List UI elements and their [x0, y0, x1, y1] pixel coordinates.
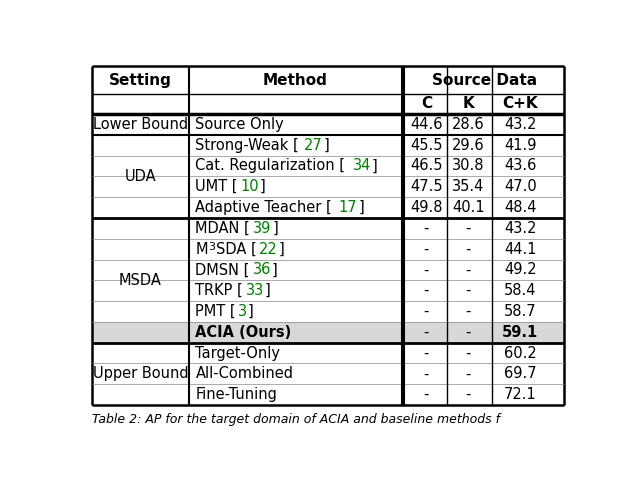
Text: M: M [195, 242, 208, 257]
Text: 43.2: 43.2 [504, 221, 536, 236]
Text: -: - [465, 263, 471, 277]
Text: 58.7: 58.7 [504, 304, 536, 319]
Text: 17: 17 [339, 200, 358, 215]
Text: Adaptive Teacher [: Adaptive Teacher [ [195, 200, 332, 215]
Text: 48.4: 48.4 [504, 200, 536, 215]
Text: -: - [424, 304, 429, 319]
Text: 36: 36 [253, 263, 271, 277]
Text: Table 2: AP for the target domain of ACIA and baseline methods f: Table 2: AP for the target domain of ACI… [92, 413, 500, 426]
Text: 3: 3 [238, 304, 247, 319]
Text: 44.6: 44.6 [410, 117, 443, 132]
Text: -: - [465, 221, 471, 236]
Text: -: - [465, 325, 471, 340]
Text: Lower Bound: Lower Bound [93, 117, 188, 132]
Text: ]: ] [260, 179, 266, 194]
Text: Setting: Setting [109, 73, 172, 88]
Text: 43.6: 43.6 [504, 159, 536, 173]
Text: -: - [424, 387, 429, 402]
Text: -: - [465, 242, 471, 257]
Text: C+K: C+K [502, 97, 538, 111]
Text: MSDA: MSDA [119, 273, 162, 288]
Text: 72.1: 72.1 [504, 387, 536, 402]
Text: All-Combined: All-Combined [195, 366, 294, 382]
Text: K: K [463, 97, 474, 111]
Text: 49.2: 49.2 [504, 263, 536, 277]
Text: ]: ] [278, 242, 284, 257]
Text: Upper Bound: Upper Bound [93, 366, 188, 382]
Text: C: C [421, 97, 432, 111]
Text: TRKP [: TRKP [ [195, 283, 243, 298]
Text: 35.4: 35.4 [452, 179, 484, 194]
Text: -: - [424, 325, 429, 340]
Text: Fine-Tuning: Fine-Tuning [195, 387, 277, 402]
Text: -: - [424, 221, 429, 236]
Text: 69.7: 69.7 [504, 366, 536, 382]
Text: Strong-Weak [: Strong-Weak [ [195, 138, 300, 153]
Text: 44.1: 44.1 [504, 242, 536, 257]
Text: 41.9: 41.9 [504, 138, 536, 153]
Text: 28.6: 28.6 [452, 117, 484, 132]
Text: UDA: UDA [125, 169, 156, 184]
Text: Target-Only: Target-Only [195, 346, 280, 361]
Text: SDA [: SDA [ [216, 242, 257, 257]
Text: 39: 39 [253, 221, 271, 236]
Text: ]: ] [372, 159, 378, 173]
Text: 33: 33 [246, 283, 264, 298]
Text: -: - [465, 304, 471, 319]
Text: ACIA (Ours): ACIA (Ours) [195, 325, 292, 340]
Text: ]: ] [265, 283, 271, 298]
Text: 40.1: 40.1 [452, 200, 484, 215]
Text: ]: ] [248, 304, 253, 319]
Text: Source Only: Source Only [195, 117, 284, 132]
Text: 43.2: 43.2 [504, 117, 536, 132]
Text: DMSN [: DMSN [ [195, 263, 250, 277]
Text: 30.8: 30.8 [452, 159, 484, 173]
Text: ]: ] [324, 138, 330, 153]
Text: 47.5: 47.5 [410, 179, 443, 194]
Text: -: - [424, 263, 429, 277]
Text: -: - [465, 366, 471, 382]
Text: 59.1: 59.1 [502, 325, 538, 340]
Text: -: - [424, 346, 429, 361]
Text: Method: Method [263, 73, 328, 88]
Bar [92, 322, 564, 343]
Text: -: - [424, 242, 429, 257]
Text: ]: ] [358, 200, 364, 215]
Text: ]: ] [272, 263, 278, 277]
Text: -: - [465, 283, 471, 298]
Text: 60.2: 60.2 [504, 346, 536, 361]
Text: 10: 10 [240, 179, 259, 194]
Text: MDAN [: MDAN [ [195, 221, 250, 236]
Text: -: - [465, 387, 471, 402]
Text: -: - [424, 366, 429, 382]
Text: 45.5: 45.5 [410, 138, 443, 153]
Text: 49.8: 49.8 [410, 200, 443, 215]
Text: 34: 34 [353, 159, 371, 173]
Text: -: - [424, 283, 429, 298]
Text: 22: 22 [259, 242, 277, 257]
Text: UMT [: UMT [ [195, 179, 238, 194]
Text: 47.0: 47.0 [504, 179, 536, 194]
Text: 29.6: 29.6 [452, 138, 484, 153]
Text: 3: 3 [209, 242, 216, 252]
Text: 27: 27 [304, 138, 323, 153]
Text: 58.4: 58.4 [504, 283, 536, 298]
Text: 46.5: 46.5 [410, 159, 443, 173]
Text: ]: ] [272, 221, 278, 236]
Text: PMT [: PMT [ [195, 304, 236, 319]
Text: Cat. Regularization [: Cat. Regularization [ [195, 159, 346, 173]
Text: -: - [465, 346, 471, 361]
Text: Source Data: Source Data [431, 73, 537, 88]
